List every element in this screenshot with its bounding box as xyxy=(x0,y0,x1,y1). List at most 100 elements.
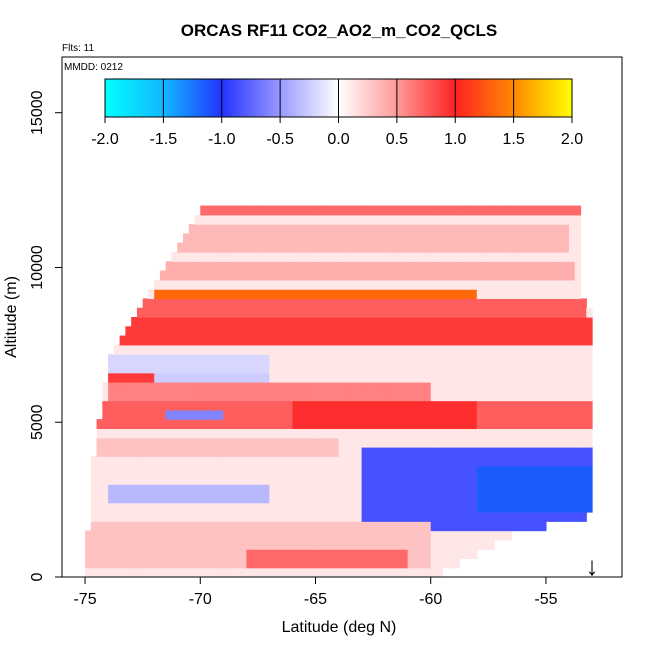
heatmap-cell xyxy=(275,567,282,577)
heatmap-cell xyxy=(298,521,305,532)
heatmap-cell xyxy=(338,289,345,300)
heatmap-cell xyxy=(327,326,334,337)
heatmap-cell xyxy=(142,549,150,560)
heatmap-cell xyxy=(471,512,478,522)
heatmap-cell xyxy=(177,326,184,337)
heatmap-cell xyxy=(580,317,587,327)
heatmap-cell xyxy=(459,437,466,448)
heatmap-cell xyxy=(482,539,489,550)
heatmap-cell xyxy=(165,354,173,365)
heatmap-cell xyxy=(574,428,582,439)
heatmap-cell xyxy=(182,270,190,281)
heatmap-cell xyxy=(298,400,305,411)
heatmap-cell xyxy=(373,279,380,290)
heatmap-cell xyxy=(367,437,374,448)
heatmap-cell xyxy=(229,363,236,374)
heatmap-cell xyxy=(315,456,322,467)
heatmap-cell xyxy=(488,279,495,290)
heatmap-cell xyxy=(471,307,478,318)
heatmap-cell xyxy=(171,530,178,541)
heatmap-cell xyxy=(194,317,201,327)
heatmap-cell xyxy=(586,465,593,476)
heatmap-cell xyxy=(292,326,299,337)
heatmap-cell xyxy=(102,549,109,560)
heatmap-cell xyxy=(574,456,582,467)
heatmap-cell xyxy=(286,530,294,541)
colorbar-ticks: -2.0 -1.5 -1.0 -0.5 0.0 0.5 1.0 1.5 2.0 xyxy=(91,79,583,148)
heatmap-cell xyxy=(557,270,564,281)
heatmap-cell xyxy=(407,289,415,300)
heatmap-cell xyxy=(136,549,144,560)
heatmap-cell xyxy=(321,233,328,244)
heatmap-cell xyxy=(188,447,196,457)
heatmap-cell xyxy=(292,465,299,476)
heatmap-cell xyxy=(494,419,501,430)
heatmap-cell xyxy=(327,400,334,411)
heatmap-cell xyxy=(390,233,397,244)
heatmap-cell xyxy=(171,335,178,346)
heatmap-cell xyxy=(131,335,138,346)
heatmap-cell xyxy=(131,474,138,485)
heatmap-cell xyxy=(269,252,276,262)
heatmap-cell xyxy=(390,558,397,569)
heatmap-cell xyxy=(424,289,432,300)
heatmap-cell xyxy=(534,233,541,244)
heatmap-cell xyxy=(321,372,328,383)
heatmap-cell xyxy=(327,214,334,225)
heatmap-cell xyxy=(436,224,443,235)
heatmap-cell xyxy=(200,270,207,281)
heatmap-cell xyxy=(528,214,536,225)
heatmap-cell xyxy=(234,214,242,225)
heatmap-cell xyxy=(367,224,374,235)
heatmap-cell xyxy=(378,558,386,569)
heatmap-cell xyxy=(419,363,426,374)
heatmap-cell xyxy=(125,484,132,495)
heatmap-cell xyxy=(442,502,449,513)
heatmap-cell xyxy=(367,261,374,272)
heatmap-cell xyxy=(194,512,201,522)
heatmap-cell xyxy=(551,474,559,485)
heatmap-cell xyxy=(522,326,530,337)
heatmap-cell xyxy=(350,363,357,374)
heatmap-cell xyxy=(263,428,271,439)
heatmap-cell xyxy=(499,261,507,272)
heatmap-cell xyxy=(511,456,518,467)
heatmap-cell xyxy=(125,558,132,569)
heatmap-cell xyxy=(292,484,299,495)
heatmap-cell xyxy=(211,242,219,253)
heatmap-cell xyxy=(188,539,196,550)
heatmap-cell xyxy=(378,233,386,244)
heatmap-cell xyxy=(442,493,449,504)
heatmap-cell xyxy=(280,391,288,402)
heatmap-cell xyxy=(413,224,420,235)
heatmap-cell xyxy=(177,419,184,430)
heatmap-cell xyxy=(373,326,380,337)
heatmap-cell xyxy=(217,539,224,550)
heatmap-cell xyxy=(332,326,340,337)
heatmap-cell xyxy=(102,474,109,485)
heatmap-cell xyxy=(557,298,564,309)
heatmap-cell xyxy=(211,419,219,430)
heatmap-cell xyxy=(482,354,489,365)
heatmap-cell xyxy=(332,521,340,532)
heatmap-cell xyxy=(401,224,409,235)
heatmap-cell xyxy=(453,372,461,383)
heatmap-cell xyxy=(229,465,236,476)
heatmap-cell xyxy=(309,279,317,290)
heatmap-cell xyxy=(90,474,98,485)
heatmap-cell xyxy=(407,437,415,448)
heatmap-cell xyxy=(303,363,311,374)
heatmap-cell xyxy=(292,512,299,522)
heatmap-cell xyxy=(327,512,334,522)
heatmap-cell xyxy=(350,326,357,337)
heatmap-cell xyxy=(148,437,155,448)
heatmap-cell xyxy=(177,242,184,253)
heatmap-cell xyxy=(315,558,322,569)
heatmap-cell xyxy=(211,214,219,225)
heatmap-cell xyxy=(361,224,368,235)
heatmap-cell xyxy=(292,335,299,346)
heatmap-cell xyxy=(257,502,265,513)
heatmap-cell xyxy=(465,289,472,300)
heatmap-cell xyxy=(315,326,322,337)
heatmap-cell xyxy=(373,307,380,318)
